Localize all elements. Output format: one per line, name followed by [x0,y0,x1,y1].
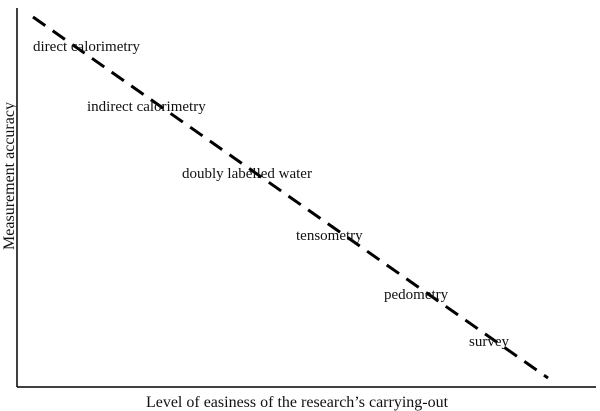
y-axis-title: Measurement accuracy [1,102,18,250]
label-tensometry: tensometry [296,228,363,244]
label-indirect-calorimetry: indirect calorimetry [87,99,206,115]
x-axis-title: Level of easiness of the research’s carr… [146,394,449,411]
label-direct-calorimetry: direct calorimetry [33,39,141,55]
label-doubly-labelled-water: doubly labelled water [182,166,312,182]
label-survey: survey [469,334,509,350]
label-pedometry: pedometry [384,287,449,303]
dashed-trend-line [32,15,549,380]
